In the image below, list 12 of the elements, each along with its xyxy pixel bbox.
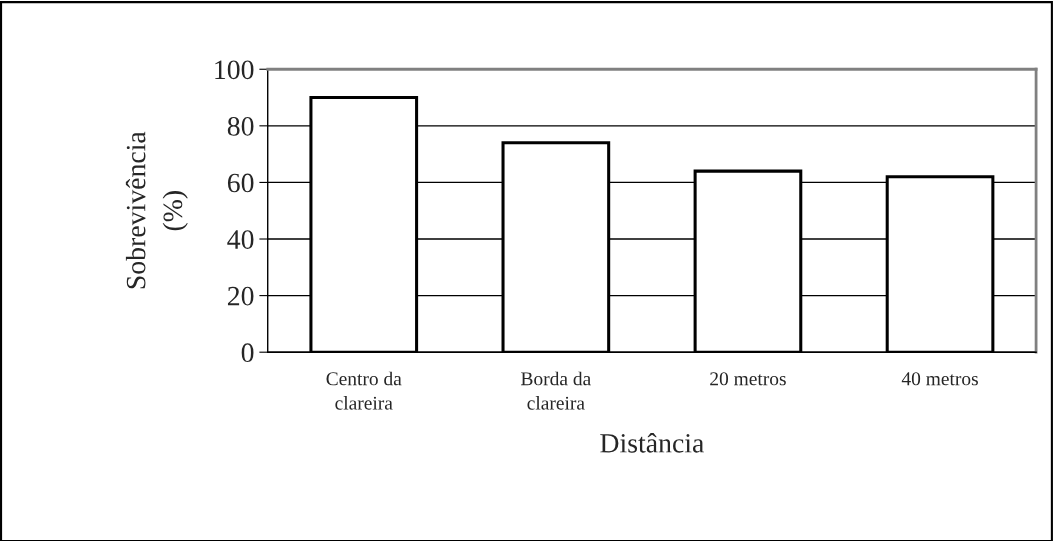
y-tick-label: 100 xyxy=(215,60,254,80)
y-tick-label: 0 xyxy=(241,343,254,363)
y-tick-label: 60 xyxy=(227,173,254,193)
x-tick-label: Centro da clareira xyxy=(326,371,402,410)
y-tick-label: 20 xyxy=(227,286,254,306)
y-axis-title: Sobrevivência (%) xyxy=(125,131,188,289)
x-tick-label: 40 metros xyxy=(901,372,978,386)
x-axis-title: Distância xyxy=(600,433,704,453)
x-tick-label: 20 metros xyxy=(710,372,786,386)
x-tick-label: Borda da clareira xyxy=(521,371,591,410)
y-tick-label: 40 xyxy=(227,230,254,249)
y-tick-label: 80 xyxy=(227,117,254,136)
